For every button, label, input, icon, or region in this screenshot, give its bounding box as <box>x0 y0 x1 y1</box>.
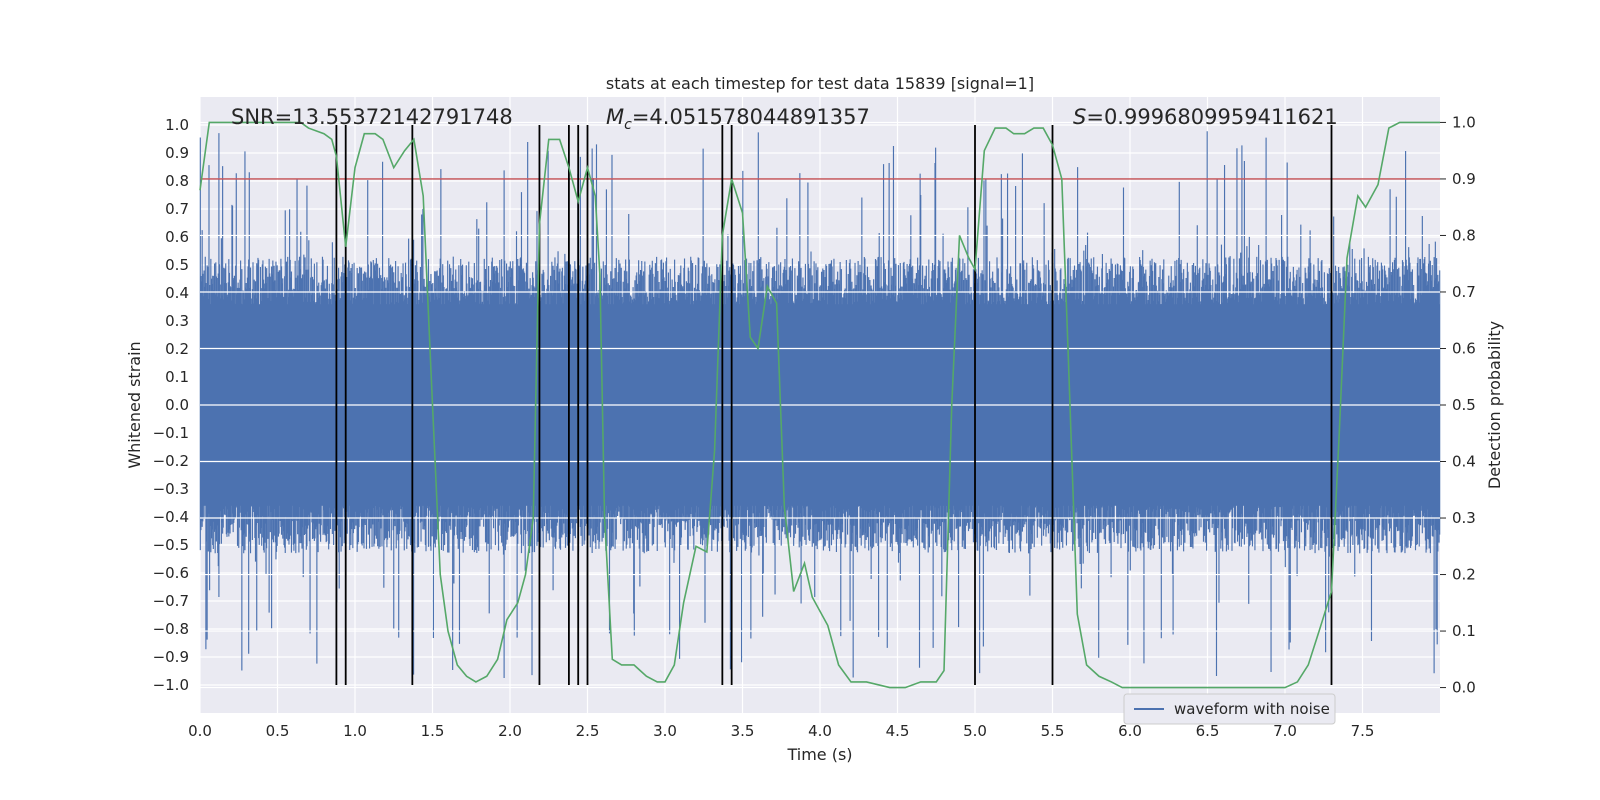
y2-tick-label: 0.7 <box>1452 283 1476 301</box>
y2-tick-label: 0.8 <box>1452 226 1476 244</box>
y-tick-label: −0.1 <box>153 424 189 442</box>
x-tick-label: 1.5 <box>421 722 445 740</box>
y-tick-label: −0.7 <box>153 592 189 610</box>
y2-tick-label: 0.0 <box>1452 679 1476 697</box>
mc-symbol: M <box>606 105 624 129</box>
y2-tick-label: 0.3 <box>1452 509 1476 527</box>
y-tick-label: 0.0 <box>165 396 189 414</box>
x-tick-label: 1.0 <box>343 722 367 740</box>
y-tick-label: −1.0 <box>153 676 189 694</box>
x-tick-label: 3.0 <box>653 722 677 740</box>
y2-tick-label: 0.5 <box>1452 396 1476 414</box>
x-tick-label: 2.0 <box>498 722 522 740</box>
x-tick-label: 6.5 <box>1196 722 1220 740</box>
probability-line <box>199 121 1440 689</box>
y-tick-label: −0.8 <box>153 620 189 638</box>
y2-axis-label: Detection probability <box>1485 321 1504 489</box>
y2-tick-label: 0.2 <box>1452 566 1476 584</box>
y-axis-label: Whitened strain <box>125 341 144 468</box>
y2-tick-label: 0.1 <box>1452 622 1476 640</box>
y-tick-labels: 1.0 0.9 0.8 0.7 0.6 0.5 0.4 0.3 0.2 0.1 0.0 −0.1 −0.… <box>153 116 189 694</box>
y2-tick-labels: 1.0 0.9 0.8 0.7 0.6 0.5 0.4 0.3 0.2 0.1 0.0 <box>1440 113 1476 697</box>
x-tick-label: 3.5 <box>731 722 755 740</box>
y2-tick-label: 0.4 <box>1452 453 1476 471</box>
y-tick-label: 0.9 <box>165 144 189 162</box>
y-tick-label: 0.4 <box>165 284 189 302</box>
y-tick-label: 0.8 <box>165 172 189 190</box>
s-symbol: S <box>1073 105 1086 129</box>
y-tick-label: −0.6 <box>153 564 189 582</box>
y-tick-label: 0.2 <box>165 340 189 358</box>
mc-subscript: c <box>624 117 632 133</box>
y2-tick-label: 0.6 <box>1452 339 1476 357</box>
legend-label: waveform with noise <box>1174 700 1330 718</box>
x-tick-label: 4.5 <box>886 722 910 740</box>
y2-tick-label: 1.0 <box>1452 113 1476 131</box>
legend: waveform with noise <box>1123 693 1336 725</box>
snr-annotation: SNR=13.55372142791748 <box>231 105 513 129</box>
y-tick-label: 1.0 <box>165 116 189 134</box>
legend-box <box>1123 693 1336 725</box>
y-tick-label: 0.6 <box>165 228 189 246</box>
y-tick-label: 0.5 <box>165 256 189 274</box>
x-tick-label: 2.5 <box>576 722 600 740</box>
x-tick-label: 0.0 <box>188 722 212 740</box>
x-tick-label: 0.5 <box>266 722 290 740</box>
x-tick-label: 7.0 <box>1273 722 1297 740</box>
x-axis-label: Time (s) <box>786 745 852 764</box>
x-tick-label: 6.0 <box>1118 722 1142 740</box>
y2-tick-label: 0.9 <box>1452 170 1476 188</box>
x-tick-label: 5.0 <box>963 722 987 740</box>
y-tick-label: −0.2 <box>153 452 189 470</box>
x-tick-label: 4.0 <box>808 722 832 740</box>
x-tick-label: 7.5 <box>1351 722 1375 740</box>
y-tick-label: −0.4 <box>153 508 189 526</box>
mc-value: =4.051578044891357 <box>632 105 870 129</box>
chirp-mass-annotation: Mc=4.051578044891357 <box>606 105 870 133</box>
y-tick-label: 0.1 <box>165 368 189 386</box>
y-tick-label: 0.7 <box>165 200 189 218</box>
y-tick-label: −0.9 <box>153 648 189 666</box>
chart-title: stats at each timestep for test data 158… <box>606 74 1034 93</box>
x-tick-labels: 0.0 0.5 1.0 1.5 2.0 2.5 3.0 3.5 4.0 4.5 5.0 5.5 6.0 6… <box>188 722 1374 740</box>
y-tick-label: −0.5 <box>153 536 189 554</box>
y-tick-label: 0.3 <box>165 312 189 330</box>
y-tick-label: −0.3 <box>153 480 189 498</box>
x-tick-label: 5.5 <box>1041 722 1065 740</box>
s-value: =0.9996809959411621 <box>1086 105 1337 129</box>
score-annotation: S=0.9996809959411621 <box>1073 105 1338 129</box>
